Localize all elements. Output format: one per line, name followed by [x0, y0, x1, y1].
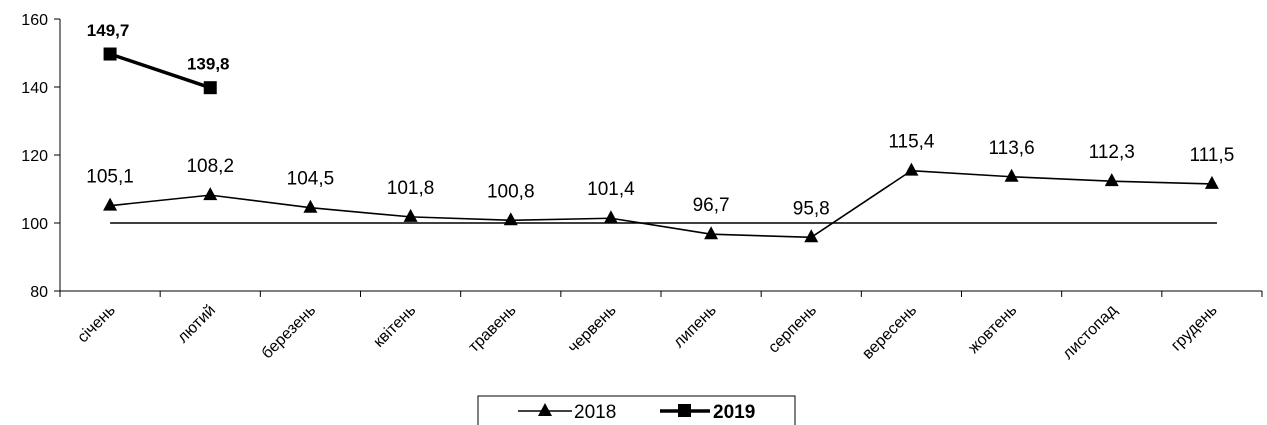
series-2019-data-label: 149,7: [87, 21, 130, 40]
x-tick-label: січень: [74, 302, 119, 347]
legend-label-2019: 2019: [713, 402, 755, 423]
series-2018-marker: [603, 210, 618, 224]
legend-label-2018: 2018: [574, 402, 616, 423]
y-axis-ticks: 80 100 120 140 160: [21, 12, 60, 301]
series-2018-data-label: 95,8: [793, 198, 830, 219]
y-tick-label: 140: [21, 80, 48, 97]
y-tick-label: 100: [21, 216, 48, 233]
series-2019-data-label: 139,8: [187, 55, 230, 74]
legend-marker-2018: [538, 403, 552, 416]
y-tick-label: 120: [21, 148, 48, 165]
series-2018: 105,1 108,2 104,5 101,8 100,8 101,4 96,7 95,8 11…: [86, 132, 1234, 243]
series-2018-data-label: 100,8: [487, 181, 535, 202]
series-2018-data-label: 112,3: [1089, 142, 1135, 163]
series-2018-marker: [503, 212, 518, 226]
series-2018-data-label: 108,2: [186, 156, 234, 177]
series-2018-marker: [1104, 173, 1119, 187]
x-tick-label: липень: [670, 302, 720, 352]
series-2018-marker: [403, 208, 418, 222]
series-2018-data-label: 115,4: [888, 132, 935, 153]
x-tick-label: серпень: [765, 302, 820, 357]
series-2018-data-label: 111,5: [1190, 145, 1235, 166]
series-2018-marker: [804, 229, 819, 243]
series-2018-data-label: 113,6: [989, 138, 1035, 159]
series-2018-line: [109, 169, 1212, 239]
series-2019: 149,7 139,8: [87, 21, 230, 95]
series-2018-marker: [203, 187, 218, 201]
series-2018-marker: [103, 197, 118, 211]
series-2018-data-label: 101,8: [387, 178, 435, 199]
x-tick-label: березень: [259, 302, 320, 363]
series-2018-data-label: 101,4: [587, 179, 635, 200]
series-2018-marker: [704, 226, 719, 240]
series-2018-marker: [904, 162, 919, 176]
x-tick-label: грудень: [1168, 302, 1221, 355]
series-2019-line: [109, 52, 211, 90]
series-2018-marker: [1004, 168, 1019, 182]
x-axis-categories: січень лютий березень квітень травень червень…: [59, 291, 1263, 363]
x-tick-label: квітень: [370, 302, 419, 351]
legend: 2018 2019: [477, 395, 796, 425]
x-tick-label: травень: [465, 302, 519, 356]
legend-marker-2019: [678, 404, 691, 417]
x-tick-label: вересень: [859, 302, 920, 363]
series-2018-marker: [1204, 175, 1219, 189]
series-2018-marker: [303, 199, 318, 213]
series-2018-data-label: 96,7: [693, 195, 730, 216]
x-tick-label: лютий: [174, 302, 219, 347]
series-2018-data-label: 105,1: [86, 167, 134, 188]
y-tick-label: 80: [30, 284, 48, 301]
x-tick-label: червень: [565, 302, 620, 357]
series-2018-data-label: 104,5: [287, 169, 335, 190]
x-tick-label: жовтень: [965, 302, 1020, 357]
y-tick-label: 160: [21, 12, 48, 29]
series-2019-marker: [203, 81, 217, 95]
series-2019-marker: [103, 47, 117, 61]
axes: [59, 19, 1262, 292]
x-tick-label: листопад: [1060, 301, 1121, 362]
